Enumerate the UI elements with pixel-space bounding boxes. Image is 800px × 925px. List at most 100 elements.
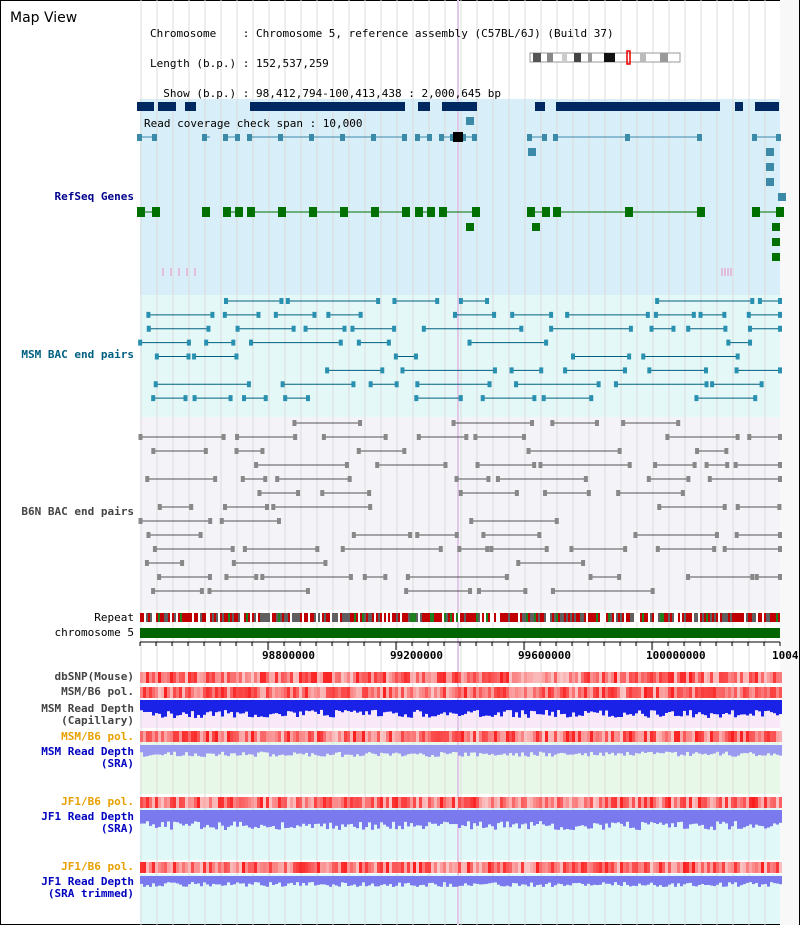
msm-depth-sra-label-1[interactable]: MSM Read Depth [41, 745, 134, 758]
dbsnp-label[interactable]: dbSNP(Mouse) [54, 670, 134, 683]
depth-bar [299, 745, 302, 754]
repeat-mark [702, 613, 704, 622]
heat-cell [278, 862, 281, 873]
heat-cell [428, 731, 431, 742]
depth-bar [410, 745, 413, 754]
heat-cell [575, 687, 578, 698]
heat-cell [518, 672, 521, 683]
heat-cell [506, 687, 509, 698]
heat-cell [437, 672, 440, 683]
repeat-mark [366, 613, 368, 622]
gene-exon [542, 134, 547, 141]
repeat-mark [162, 613, 164, 622]
heat-cell [170, 731, 173, 742]
msm-depth-capillary-label-1[interactable]: MSM Read Depth [41, 702, 134, 715]
bac-end [680, 490, 685, 496]
depth-bar [776, 810, 779, 825]
heat-cell [362, 862, 365, 873]
heat-cell [236, 862, 239, 873]
depth-bar [398, 745, 401, 754]
heat-cell [302, 672, 305, 683]
depth-bar [740, 700, 743, 715]
bac-end [692, 462, 697, 468]
heat-cell [422, 862, 425, 873]
depth-bar [173, 745, 176, 752]
jf1-depth-sra-label-1[interactable]: JF1 Read Depth [41, 810, 134, 823]
heat-cell [779, 672, 782, 683]
depth-bar [584, 810, 587, 827]
heat-cell [404, 862, 407, 873]
heat-cell [488, 731, 491, 742]
depth-bar [404, 810, 407, 822]
depth-bar [569, 700, 572, 717]
depth-bar [311, 745, 314, 754]
heat-cell [413, 731, 416, 742]
jf1-b6-pol-label[interactable]: JF1/B6 pol. [61, 795, 134, 808]
depth-bar [314, 876, 317, 886]
repeat-mark [592, 613, 594, 622]
msm-bac-label[interactable]: MSM BAC end pairs [21, 348, 134, 361]
depth-bar [407, 700, 410, 718]
repeat-mark [652, 613, 654, 622]
repeat-mark [572, 613, 574, 622]
repeat-mark [234, 613, 236, 622]
depth-bar [434, 745, 437, 757]
jf1-b6-pol2-label[interactable]: JF1/B6 pol. [61, 860, 134, 873]
depth-bar [743, 700, 746, 715]
heat-cell [419, 797, 422, 808]
heat-cell [224, 672, 227, 683]
heat-cell [419, 862, 422, 873]
jf1-depth-trim-label-1[interactable]: JF1 Read Depth [41, 875, 134, 888]
depth-bar [683, 876, 686, 885]
heat-cell [437, 797, 440, 808]
heat-cell [344, 672, 347, 683]
heat-cell [407, 687, 410, 698]
bac-end [394, 381, 399, 388]
repeat-mark [656, 613, 658, 622]
bac-end [613, 381, 618, 388]
heat-cell [665, 687, 668, 698]
heat-cell [308, 862, 311, 873]
heat-cell [248, 862, 251, 873]
depth-bar [722, 745, 725, 754]
depth-bar [140, 876, 143, 884]
msm-b6-pol2-label[interactable]: MSM/B6 pol. [61, 730, 134, 743]
refseq-genes-label[interactable]: RefSeq Genes [54, 190, 134, 203]
heat-cell [698, 862, 701, 873]
heat-cell [641, 862, 644, 873]
depth-bar [755, 810, 758, 825]
repeat-mark [260, 613, 262, 622]
chromosome-line: Chromosome : Chromosome 5, reference ass… [150, 27, 614, 40]
heat-cell [707, 672, 710, 683]
bac-end [469, 518, 474, 524]
depth-bar [260, 876, 263, 886]
heat-cell [485, 687, 488, 698]
repeat-mark [600, 613, 602, 622]
heat-cell [386, 687, 389, 698]
bac-end [383, 574, 388, 580]
heat-cell [680, 731, 683, 742]
depth-bar [647, 700, 650, 718]
depth-bar [509, 876, 512, 887]
heat-cell [533, 687, 536, 698]
heat-cell [632, 797, 635, 808]
gene-exon [247, 207, 255, 217]
heat-cell [200, 797, 203, 808]
repeat-mark [152, 613, 154, 622]
depth-bar [374, 700, 377, 710]
heat-cell [497, 731, 500, 742]
bac-end [342, 325, 347, 332]
heat-cell [476, 687, 479, 698]
heat-cell [341, 731, 344, 742]
msm-b6-pol-label[interactable]: MSM/B6 pol. [61, 685, 134, 698]
heat-cell [701, 862, 704, 873]
repeat-mark [376, 613, 378, 622]
depth-bar [206, 700, 209, 713]
heat-cell [233, 672, 236, 683]
repeat-mark [438, 613, 440, 622]
b6n-bac-label[interactable]: B6N BAC end pairs [21, 505, 134, 518]
heat-cell [365, 672, 368, 683]
depth-bar [746, 810, 749, 826]
heat-cell [644, 731, 647, 742]
